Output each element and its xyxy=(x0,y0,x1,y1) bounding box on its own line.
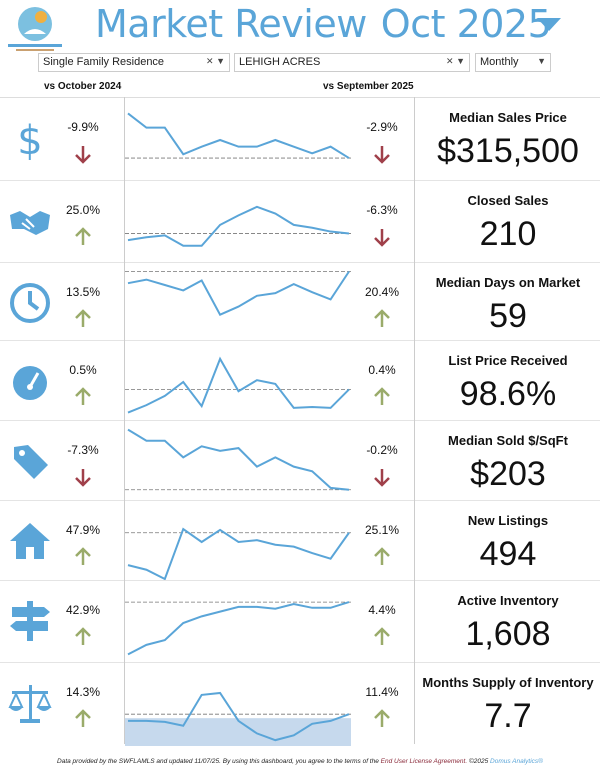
trend-line xyxy=(127,205,350,247)
arrow-down-icon xyxy=(374,146,390,164)
metric-label: Months Supply of Inventory xyxy=(422,675,594,690)
arrow-down-icon xyxy=(75,146,91,164)
metric-label: Median Days on Market xyxy=(435,275,581,290)
metric-row: -7.3% -0.2% Median Sold $/SqFt $203 xyxy=(0,420,600,500)
arrow-up-icon xyxy=(75,227,91,245)
mom-change: 25.1% xyxy=(364,523,400,537)
metrics-grid: $ -9.9% -2.9% Median Sales Price $315,50… xyxy=(0,97,600,746)
yoy-change: 47.9% xyxy=(65,523,101,537)
mom-change: 11.4% xyxy=(365,685,399,699)
metric-row: 0.5% 0.4% List Price Received 98.6% xyxy=(0,340,600,420)
trend-line xyxy=(127,601,350,656)
trend-line xyxy=(127,112,350,159)
arrow-down-icon xyxy=(75,469,91,487)
svg-text:$: $ xyxy=(17,118,42,160)
divider xyxy=(414,97,415,744)
trend-sparkline xyxy=(125,356,351,414)
metric-value: $315,500 xyxy=(437,132,579,170)
scales-icon xyxy=(8,685,52,723)
divider xyxy=(124,97,125,744)
property-type-select[interactable]: Single Family Residence ✕ ▼ xyxy=(38,53,230,72)
yoy-change: -7.3% xyxy=(67,443,99,457)
yoy-change: 25.0% xyxy=(65,203,101,217)
price-tag-icon xyxy=(14,445,48,479)
yoy-change: -9.9% xyxy=(67,120,99,134)
metric-label: Median Sold $/SqFt xyxy=(448,433,568,448)
footer: Data provided by the SWFLAMLS and update… xyxy=(57,758,543,765)
house-icon xyxy=(10,523,50,559)
trend-sparkline xyxy=(125,112,351,159)
metric-value: 59 xyxy=(489,297,527,335)
metric-label: New Listings xyxy=(467,513,549,528)
mom-change: -6.3% xyxy=(366,203,398,217)
metric-label: List Price Received xyxy=(448,353,568,368)
metric-label: Closed Sales xyxy=(467,193,549,208)
metric-row: 47.9% 25.1% New Listings 494 xyxy=(0,500,600,581)
gauge-icon xyxy=(13,366,47,400)
mom-change: 0.4% xyxy=(368,363,396,377)
arrow-up-icon xyxy=(374,387,390,405)
arrow-up-icon xyxy=(374,627,390,645)
metric-row: 42.9% 4.4% Active Inventory 1,608 xyxy=(0,580,600,662)
metric-value: 1,608 xyxy=(465,615,551,653)
signpost-icon xyxy=(10,601,50,641)
metric-row: 14.3% 11.4% Months Supply of Inventory 7… xyxy=(0,662,600,746)
mom-change: 20.4% xyxy=(364,285,400,299)
metric-row: 13.5% 20.4% Median Days on Market 59 xyxy=(0,262,600,340)
dollar-icon: $ xyxy=(17,118,42,160)
arrow-up-icon xyxy=(75,309,91,327)
arrow-down-icon xyxy=(374,229,390,247)
mom-change: -0.2% xyxy=(366,443,398,457)
handshake-icon xyxy=(10,211,50,235)
trend-sparkline xyxy=(125,205,351,247)
yoy-change: 13.5% xyxy=(65,285,101,299)
metric-label: Median Sales Price xyxy=(449,110,567,125)
metric-value: $203 xyxy=(470,455,546,493)
yoy-column-header: vs October 2024 xyxy=(44,81,122,92)
arrow-up-icon xyxy=(374,709,390,727)
metric-value: 7.7 xyxy=(484,697,532,735)
metric-value: 98.6% xyxy=(459,375,557,413)
metric-value: 210 xyxy=(479,215,537,253)
domus-link[interactable]: Domus Analytics® xyxy=(490,758,543,765)
mom-change: 4.4% xyxy=(368,603,396,617)
eula-link[interactable]: End User License Agreement. xyxy=(380,758,468,765)
period-dropdown-icon[interactable] xyxy=(537,18,561,31)
arrow-up-icon xyxy=(75,627,91,645)
metric-label: Active Inventory xyxy=(457,593,559,608)
metric-value: 494 xyxy=(479,535,537,573)
arrow-up-icon xyxy=(374,547,390,565)
area-select[interactable]: LEHIGH ACRES ✕ ▼ xyxy=(234,53,470,72)
metric-row: 25.0% -6.3% Closed Sales 210 xyxy=(0,180,600,262)
arrow-up-icon xyxy=(75,387,91,405)
mom-column-header: vs September 2025 xyxy=(323,81,414,92)
yoy-change: 42.9% xyxy=(65,603,101,617)
metric-row: $ -9.9% -2.9% Median Sales Price $315,50… xyxy=(0,98,600,180)
mom-change: -2.9% xyxy=(366,120,398,134)
trend-sparkline xyxy=(125,691,351,746)
trend-sparkline xyxy=(125,428,351,491)
page-title: Market Review Oct 2025 xyxy=(95,2,552,46)
clock-icon xyxy=(10,283,50,323)
trend-sparkline xyxy=(125,601,351,656)
arrow-up-icon xyxy=(75,547,91,565)
yoy-change: 0.5% xyxy=(69,363,97,377)
trend-line xyxy=(127,428,350,491)
arrow-up-icon xyxy=(75,709,91,727)
trend-line xyxy=(127,270,350,316)
trend-sparkline xyxy=(125,270,351,316)
trend-line xyxy=(127,356,350,414)
yoy-change: 14.3% xyxy=(65,685,101,699)
frequency-select[interactable]: Monthly ▼ xyxy=(475,53,551,72)
trend-sparkline xyxy=(125,527,351,581)
trend-line xyxy=(127,527,350,581)
arrow-down-icon xyxy=(374,469,390,487)
arrow-up-icon xyxy=(374,309,390,327)
logo xyxy=(8,7,62,51)
